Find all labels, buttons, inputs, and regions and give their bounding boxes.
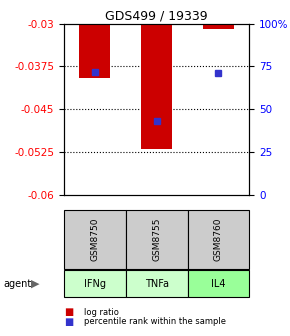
Text: TNFa: TNFa	[145, 279, 168, 289]
Text: IFNg: IFNg	[84, 279, 106, 289]
Bar	[64, 210, 126, 269]
Text: GSM8750: GSM8750	[90, 218, 99, 261]
Title: GDS499 / 19339: GDS499 / 19339	[105, 9, 208, 23]
Bar	[79, 24, 110, 78]
Text: IL4: IL4	[211, 279, 226, 289]
Bar	[64, 270, 126, 297]
Text: ▶: ▶	[30, 279, 39, 289]
Text: percentile rank within the sample: percentile rank within the sample	[84, 317, 226, 326]
Text: log ratio: log ratio	[84, 308, 119, 317]
Bar	[141, 24, 172, 149]
Bar	[126, 210, 188, 269]
Text: ■: ■	[64, 317, 73, 327]
Bar	[203, 24, 234, 29]
Bar	[188, 210, 249, 269]
Bar	[126, 270, 188, 297]
Text: ■: ■	[64, 307, 73, 318]
Text: GSM8760: GSM8760	[214, 218, 223, 261]
Bar	[188, 270, 249, 297]
Text: agent: agent	[3, 279, 31, 289]
Text: GSM8755: GSM8755	[152, 218, 161, 261]
